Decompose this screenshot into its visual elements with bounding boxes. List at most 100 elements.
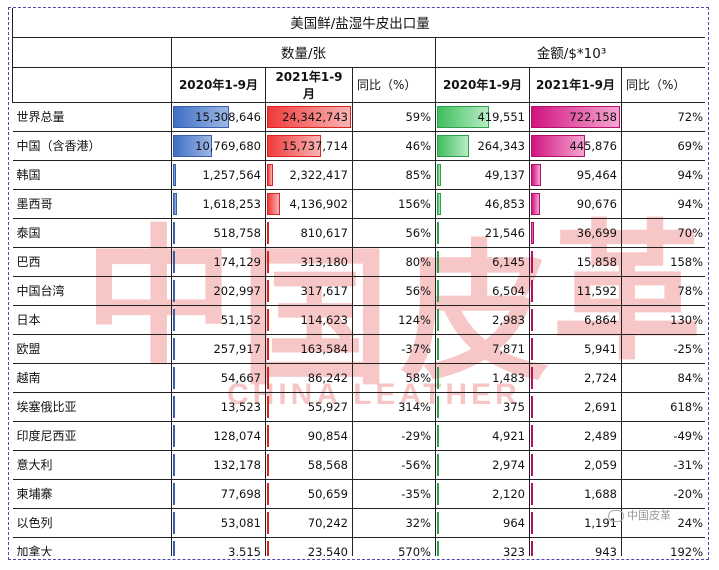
row-name: 中国（含香港） (12, 130, 172, 161)
data-bar (531, 105, 620, 128)
cell-value: 21,546 (484, 225, 525, 240)
cell-value: 49,137 (484, 167, 525, 182)
data-bar (267, 163, 274, 186)
data-bar (437, 540, 439, 556)
cell-value: 6,145 (492, 254, 525, 269)
data-bar (267, 482, 269, 505)
data-bar (437, 453, 439, 476)
cell-q2021: 313,180 (265, 246, 353, 277)
cell-value: 1,618,253 (202, 196, 261, 211)
cell-value: 132,178 (213, 457, 261, 472)
data-bar (267, 250, 269, 273)
cell-value: 943 (595, 544, 617, 557)
data-bar (531, 279, 533, 302)
cell-value: 36,699 (576, 225, 617, 240)
cell-value: 722,158 (569, 109, 617, 124)
cell-a2021: 2,489 (529, 420, 622, 451)
cell-a2020: 375 (435, 391, 530, 422)
cell-q2021: 114,623 (265, 304, 353, 335)
cell-value: 10,769,680 (195, 138, 261, 153)
cell-q2021: 86,242 (265, 362, 353, 393)
table-row: 世界总量 15,308,646 24,342,743 59% 419,551 722,15… (12, 101, 705, 132)
table-frame: 中 国 皮 革 CHINA LEATHER 美国鲜/盐湿牛皮出口量 数量/张 金… (8, 7, 709, 560)
cell-a2021: 1,191 (529, 507, 622, 538)
cell-a2020: 4,921 (435, 420, 530, 451)
cell-value: 15,858 (576, 254, 617, 269)
cell-a2020: 964 (435, 507, 530, 538)
row-name: 加拿大 (12, 536, 172, 556)
cell-q2020: 257,917 (171, 333, 266, 364)
data-bar (437, 337, 439, 360)
row-name: 日本 (12, 304, 172, 335)
data-bar (173, 134, 213, 157)
cell-value: 5,941 (584, 341, 617, 356)
cell-a2021: 1,688 (529, 478, 622, 509)
cell-q2020: 77,698 (171, 478, 266, 509)
data-bar (437, 163, 442, 186)
data-bar (437, 424, 439, 447)
cell-a2021: 2,724 (529, 362, 622, 393)
cell-value: 90,676 (576, 196, 617, 211)
cell-q2021: 58,568 (265, 449, 353, 480)
cell-q2020: 51,152 (171, 304, 266, 335)
cell-q-yoy: 570% (352, 536, 436, 556)
cell-a-yoy: 72% (620, 101, 705, 132)
row-name: 中国台湾 (12, 275, 172, 306)
cell-a2020: 2,974 (435, 449, 530, 480)
data-bar (267, 105, 351, 128)
data-bar (173, 105, 230, 128)
data-bar (531, 453, 533, 476)
cell-value: 23,540 (307, 544, 348, 557)
cell-value: 51,152 (220, 312, 261, 327)
data-bar (531, 192, 541, 215)
cell-q2020: 132,178 (171, 449, 266, 480)
cell-a-yoy: -49% (620, 420, 705, 451)
col-a2021: 2021年1-9月 (529, 66, 622, 103)
cell-value: 50,659 (307, 486, 348, 501)
col-a-yoy: 同比（%） (620, 66, 705, 103)
cell-a2020: 46,853 (435, 188, 530, 219)
cell-a2021: 722,158 (529, 101, 622, 132)
data-bar (173, 424, 175, 447)
table-row: 意大利 132,178 58,568 -56% 2,974 2,059 -31% (12, 449, 705, 480)
cell-value: 4,921 (492, 428, 525, 443)
data-bar (267, 308, 269, 331)
table-row: 中国（含香港） 10,769,680 15,737,714 46% 264,343 445… (12, 130, 705, 161)
cell-value: 53,081 (220, 515, 261, 530)
cell-q-yoy: 56% (352, 217, 436, 248)
data-bar (531, 337, 533, 360)
cell-a2021: 2,691 (529, 391, 622, 422)
data-bar (437, 192, 442, 215)
data-bar (173, 511, 175, 534)
col-q2021: 2021年1-9月 (265, 66, 353, 103)
data-bar (173, 366, 175, 389)
data-bar (531, 134, 586, 157)
data-bar (267, 395, 269, 418)
table-row: 泰国 518,758 810,617 56% 21,546 36,699 70% (12, 217, 705, 248)
cell-q2021: 317,617 (265, 275, 353, 306)
data-bar (267, 511, 269, 534)
data-bar (531, 163, 542, 186)
cell-value: 15,737,714 (282, 138, 348, 153)
cell-value: 2,974 (492, 457, 525, 472)
cell-a2021: 2,059 (529, 449, 622, 480)
cell-q-yoy: 56% (352, 275, 436, 306)
cell-q2020: 53,081 (171, 507, 266, 538)
cell-value: 1,483 (492, 370, 525, 385)
cell-value: 90,854 (307, 428, 348, 443)
cell-a-yoy: 192% (620, 536, 705, 556)
cell-q2020: 518,758 (171, 217, 266, 248)
data-bar (267, 134, 321, 157)
cell-q2021: 55,927 (265, 391, 353, 422)
cell-value: 114,623 (300, 312, 348, 327)
cell-value: 2,489 (584, 428, 617, 443)
logo-text: 中国皮革 (627, 509, 671, 522)
cell-value: 964 (503, 515, 525, 530)
col-a2020: 2020年1-9月 (435, 66, 530, 103)
cell-q2021: 24,342,743 (265, 101, 353, 132)
data-bar (531, 395, 533, 418)
cell-value: 95,464 (576, 167, 617, 182)
cell-q-yoy: 156% (352, 188, 436, 219)
table-title: 美国鲜/盐湿牛皮出口量 (12, 8, 705, 38)
cell-value: 419,551 (477, 109, 525, 124)
